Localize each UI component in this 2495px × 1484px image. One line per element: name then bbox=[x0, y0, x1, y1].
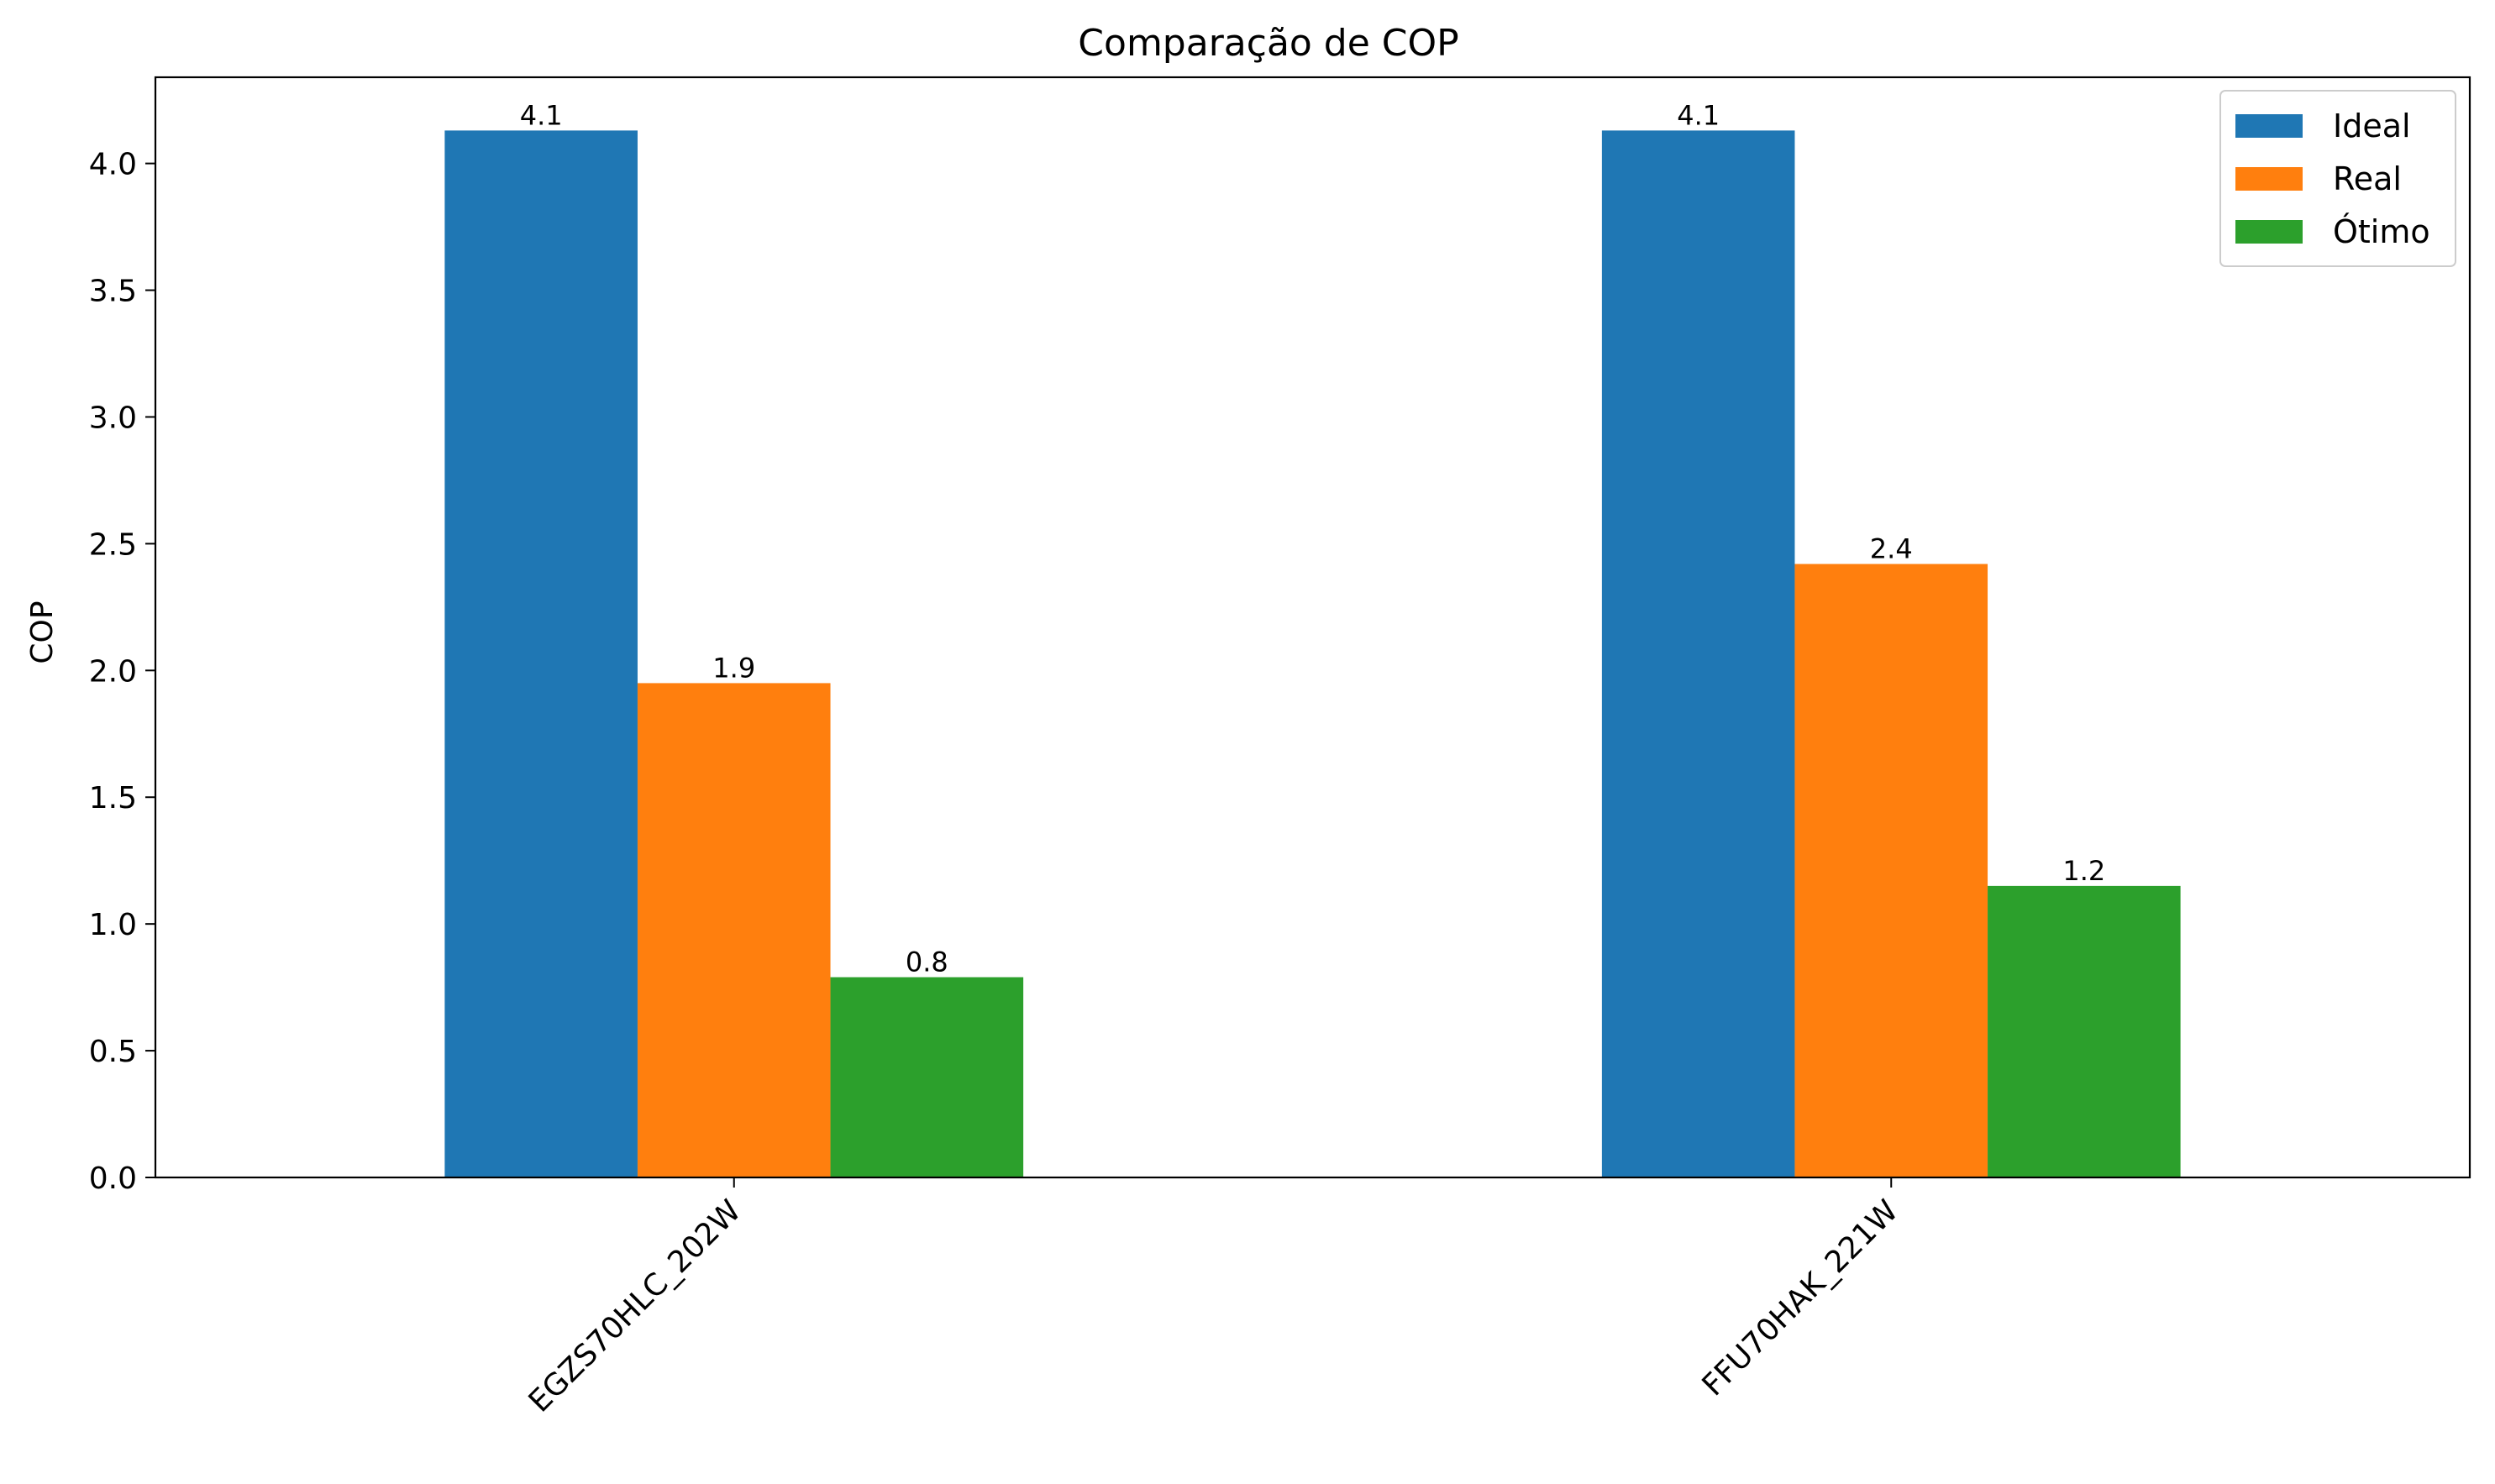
y-tick-label: 2.0 bbox=[89, 654, 137, 689]
bar-value-label: 0.8 bbox=[906, 947, 948, 978]
legend-swatch-otimo bbox=[2235, 220, 2303, 244]
legend: Ideal Real Ótimo bbox=[2219, 90, 2456, 267]
bar-real-1 bbox=[637, 683, 831, 1177]
legend-swatch-ideal bbox=[2235, 114, 2303, 138]
legend-label-real: Real bbox=[2333, 160, 2402, 197]
bar-value-label: 1.9 bbox=[712, 652, 755, 684]
bar-ideal-2 bbox=[1601, 130, 1795, 1178]
y-tick-label: 1.0 bbox=[89, 908, 137, 942]
axes-frame bbox=[154, 76, 2471, 1179]
bar-value-label: 2.4 bbox=[1870, 533, 1913, 565]
bar-otimo-1 bbox=[830, 977, 1024, 1177]
plot-area: 4.1 4.1 1.9 2.4 0.8 1.2 0.0 0.5 1.0 1.5 2.0 2.5 3.0 3… bbox=[89, 76, 2471, 1419]
legend-label-ideal: Ideal bbox=[2333, 107, 2411, 144]
x-tick-label: FFU70HAK_221W bbox=[1696, 1193, 1905, 1403]
y-tick-label: 1.5 bbox=[89, 781, 137, 815]
chart-title: Comparação de COP bbox=[1078, 22, 1458, 65]
y-tick-label: 2.5 bbox=[89, 527, 137, 562]
y-tick-label: 0.5 bbox=[89, 1035, 137, 1069]
bar-value-label: 1.2 bbox=[2062, 855, 2105, 887]
y-axis-label: COP bbox=[25, 600, 60, 663]
bar-value-label: 4.1 bbox=[1677, 99, 1720, 131]
legend-label-otimo: Ótimo bbox=[2333, 213, 2430, 250]
y-tick-label: 0.0 bbox=[89, 1162, 137, 1196]
y-tick-label: 3.5 bbox=[89, 275, 137, 309]
y-tick-label: 4.0 bbox=[89, 148, 137, 182]
bar-real-2 bbox=[1794, 564, 1988, 1177]
x-tick-label: EGZS70HLC_202W bbox=[523, 1193, 748, 1418]
y-tick-label: 3.0 bbox=[89, 401, 137, 435]
bar-ideal-1 bbox=[444, 130, 638, 1178]
bar-value-label: 4.1 bbox=[520, 99, 563, 131]
bar-otimo-2 bbox=[1988, 885, 2181, 1177]
legend-swatch-real bbox=[2235, 167, 2303, 191]
